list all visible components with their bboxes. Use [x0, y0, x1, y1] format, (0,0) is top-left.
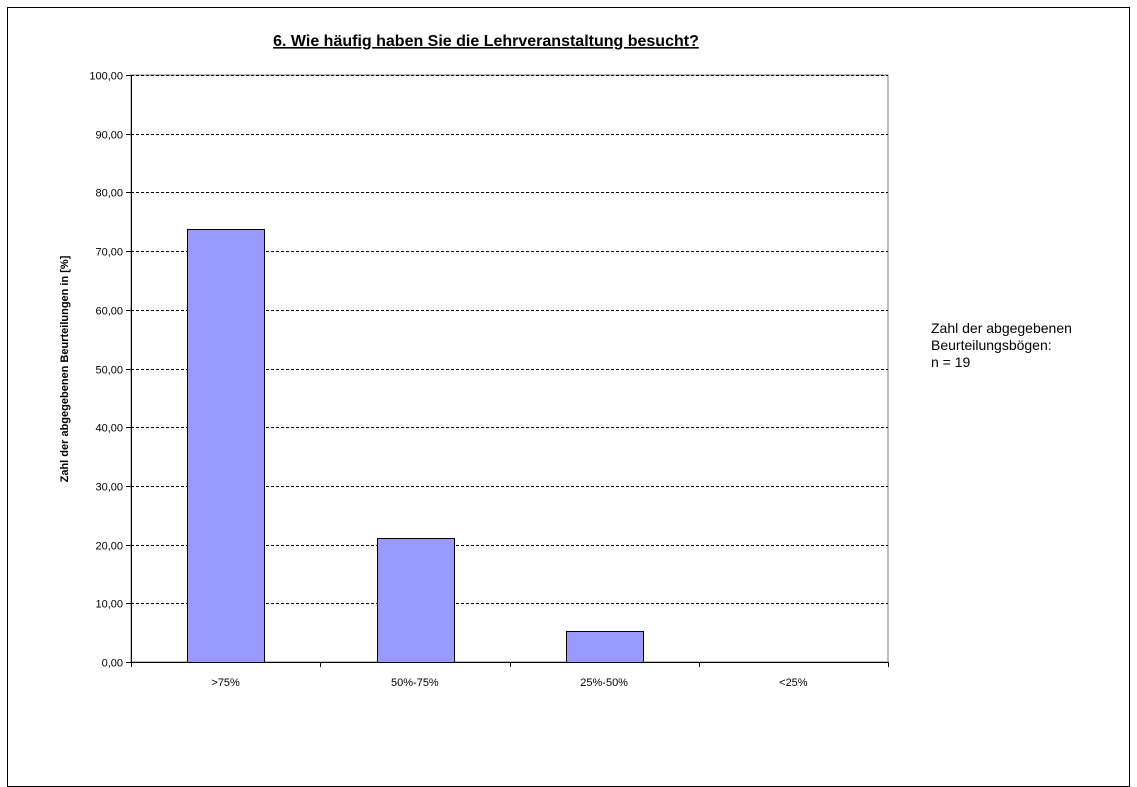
x-tick-label: 50%-75% [391, 677, 439, 689]
note-line-3: n = 19 [931, 354, 971, 370]
y-tick-label: 50,00 [95, 365, 123, 377]
y-tick-label: 40,00 [95, 423, 123, 435]
chart-title: 6. Wie häufig haben Sie die Lehrveransta… [273, 33, 699, 50]
y-tick-label: 60,00 [95, 306, 123, 318]
y-tick-label: 10,00 [95, 599, 123, 611]
bar-chart: 6. Wie häufig haben Sie die Lehrveransta… [59, 33, 889, 689]
note-line-1: Zahl der abgegebenen [931, 320, 1072, 336]
y-tick-label: 0,00 [102, 658, 123, 670]
y-tick-label: 90,00 [95, 130, 123, 142]
x-tick-label: <25% [779, 677, 808, 689]
note-line-2: Beurteilungsbögen: [931, 337, 1052, 353]
bars [187, 229, 644, 663]
y-tick-labels: 0,00 10,00 20,00 30,00 40,00 50,00 60,00 70,00 8… [89, 71, 123, 670]
y-tick-label: 20,00 [95, 541, 123, 553]
bar [377, 538, 455, 663]
y-tick-label: 70,00 [95, 247, 123, 259]
bar [566, 631, 644, 663]
bar [187, 229, 265, 663]
y-tick-label: 100,00 [89, 71, 123, 83]
y-tick-label: 30,00 [95, 482, 123, 494]
y-tick-label: 80,00 [95, 188, 123, 200]
x-tick-label: 25%-50% [580, 677, 628, 689]
x-tick-label: >75% [211, 677, 240, 689]
y-axis-label: Zahl der abgegebenen Beurteilungen in [%… [59, 255, 71, 482]
sample-size-note: Zahl der abgegebenen Beurteilungsbögen: … [931, 320, 1072, 371]
axes [126, 75, 889, 667]
x-tick-labels: >75% 50%-75% 25%-50% <25% [211, 677, 807, 689]
